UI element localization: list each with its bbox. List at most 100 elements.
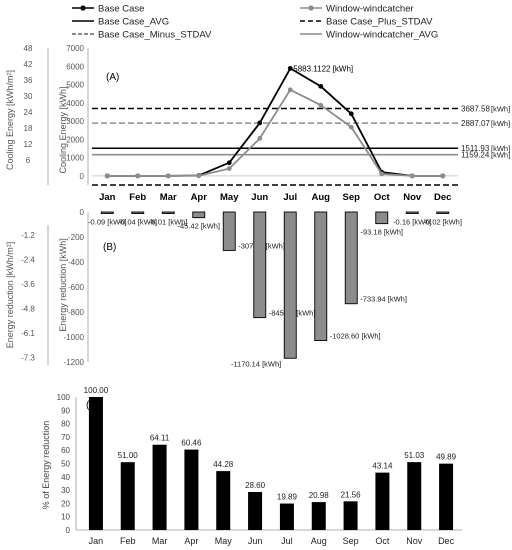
bar-value-label: -93.18 [kWh] [360, 228, 403, 237]
series-point-base-case [257, 120, 263, 126]
panel-c-y-tick-label: 0 [66, 526, 71, 535]
month-label-apr: Apr [184, 536, 198, 546]
month-label-feb: Feb [120, 536, 136, 546]
panel-b-y-tick-label: -1200 [64, 358, 85, 367]
bar-value-label: -8.01 [kWh] [149, 218, 187, 227]
panel-c-y-axis-title: % of Energy reduction [41, 421, 51, 510]
bar-value-label: 51.03 [404, 451, 425, 460]
bar-aug [311, 502, 326, 530]
bar-value-label: -0.16 [kWh] [393, 218, 431, 227]
legend-label-base-case: Base Case [98, 4, 144, 15]
legend-marker-window-windcatcher [308, 5, 314, 11]
series-point-window-windcatcher [196, 173, 202, 179]
bar-oct [375, 472, 390, 530]
month-label-may: May [220, 192, 239, 203]
panel-c-y-tick-label: 40 [61, 473, 70, 482]
series-point-window-windcatcher [257, 136, 263, 141]
bar-sep [344, 211, 358, 305]
series-point-window-windcatcher [226, 166, 232, 171]
month-label-mar: Mar [160, 192, 177, 203]
panel-a-secondary-tick-label: 36 [24, 76, 33, 85]
reference-line-value-label: 2887.07 [461, 119, 490, 128]
panel-b-energy-reduction-chart: -1.2 -2.4 -3.6 -4.8 -6.1 -7.3 Energy reduction… [5, 208, 462, 368]
panel-a-secondary-tick-label: 18 [24, 124, 33, 133]
panel-a-y-tick-label: 7000 [66, 44, 84, 53]
month-label-aug: Aug [312, 192, 331, 203]
reference-line-unit-label: [kWh] [491, 105, 510, 114]
month-label-sep: Sep [343, 536, 359, 546]
legend-label-base-case-minus-stdav: Base Case_Minus_STDAV [98, 30, 212, 41]
bar-value-label: 20.98 [309, 491, 330, 500]
month-label-sep: Sep [343, 192, 361, 203]
month-label-nov: Nov [406, 536, 423, 546]
panel-c-y-tick-label: 80 [61, 420, 70, 429]
month-label-oct: Oct [374, 192, 391, 203]
panel-b-y-tick-label: -400 [68, 258, 85, 267]
bar-value-label: -45.42 [kWh] [177, 222, 220, 231]
panel-c-y-tick-label: 60 [61, 446, 70, 455]
panel-a-y-tick-label: 3000 [66, 117, 84, 126]
month-label-apr: Apr [191, 192, 208, 203]
series-point-window-windcatcher [379, 171, 385, 177]
bar-value-label: 19.89 [277, 493, 298, 502]
series-point-window-windcatcher [287, 87, 293, 93]
bar-value-label: 44.28 [213, 460, 234, 469]
month-label-dec: Dec [438, 536, 455, 546]
series-point-base-case [287, 66, 293, 71]
reference-line-unit-label: [kWh] [491, 151, 510, 160]
panel-b-secondary-tick-label: -4.8 [21, 305, 35, 314]
bar-apr [192, 211, 206, 219]
bar-jun [248, 491, 263, 530]
legend-label-base-case-plus-stdav: Base Case_Plus_STDAV [326, 17, 433, 28]
month-label-dec: Dec [434, 192, 451, 203]
series-line-window-windcatcher [107, 88, 443, 177]
month-label-jan: Jan [89, 536, 104, 546]
panel-a-peak-annotation: 5883.1122 [kWh] [293, 64, 353, 73]
panel-a-secondary-tick-label: 42 [24, 60, 33, 69]
month-label-nov: Nov [403, 192, 422, 203]
panel-b-secondary-axis-title: Energy reduction [kWh/m²] [5, 242, 15, 349]
series-point-base-case [348, 111, 354, 117]
bar-apr [184, 449, 199, 530]
panel-b-secondary-tick-label: -2.4 [21, 256, 35, 265]
panel-a-y-tick-label: 0 [80, 172, 85, 181]
panel-b-y-tick-label: -200 [68, 233, 85, 242]
bar-value-label: -733.94 [kWh] [360, 295, 407, 304]
bar-value-label: 64.11 [150, 434, 170, 443]
panel-a-cooling-energy-chart: 48 42 36 30 24 18 12 6 Cooling Energy [kWh/m²] 0 1… [5, 44, 510, 203]
bar-jan [100, 211, 114, 214]
bar-value-label: -0.09 [kWh] [88, 218, 126, 227]
panel-a-y-tick-label: 6000 [66, 62, 84, 71]
bar-feb [131, 211, 145, 214]
bar-dec [439, 463, 454, 530]
panel-c-y-tick-label: 50 [61, 460, 70, 469]
series-point-window-windcatcher [440, 173, 446, 179]
bar-value-label: -0.02 [kWh] [424, 218, 462, 227]
panel-a-secondary-tick-label: 12 [24, 140, 33, 149]
bar-nov [405, 211, 419, 214]
panel-b-y-axis-title: Energy reduction [kWh] [58, 238, 68, 332]
bar-value-label: -1028.60 [kWh] [330, 332, 381, 341]
bar-value-label: 100.00 [84, 386, 109, 395]
panel-c-y-tick-label: 100 [57, 393, 71, 402]
panel-a-y-axis-title: Cooling Energy [kWh] [58, 86, 68, 173]
month-label-feb: Feb [129, 192, 146, 203]
series-point-window-windcatcher [318, 102, 324, 108]
panel-a-secondary-axis-title: Cooling Energy [kWh/m²] [5, 70, 15, 170]
month-label-may: May [215, 536, 233, 546]
series-point-window-windcatcher [135, 173, 141, 179]
month-label-jul: Jul [281, 536, 293, 546]
series-point-window-windcatcher [409, 173, 415, 179]
panel-a-secondary-tick-label: 24 [24, 108, 33, 117]
bar-value-label: -1170.14 [kWh] [231, 359, 281, 368]
legend-label-window-windcatcher-avg: Window-windcatcher_AVG [326, 30, 438, 41]
panel-b-label: (B) [103, 242, 116, 253]
legend: Base Case Window-windcatcher Base Case_AVG… [72, 4, 438, 41]
panel-a-secondary-tick-label: 30 [24, 92, 33, 101]
panel-a-y-tick-label: 1000 [66, 154, 84, 163]
month-label-jul: Jul [283, 192, 297, 203]
bar-jun [253, 211, 267, 319]
bar-jan [88, 397, 103, 530]
bar-jul [283, 211, 297, 359]
bar-sep [343, 501, 358, 530]
